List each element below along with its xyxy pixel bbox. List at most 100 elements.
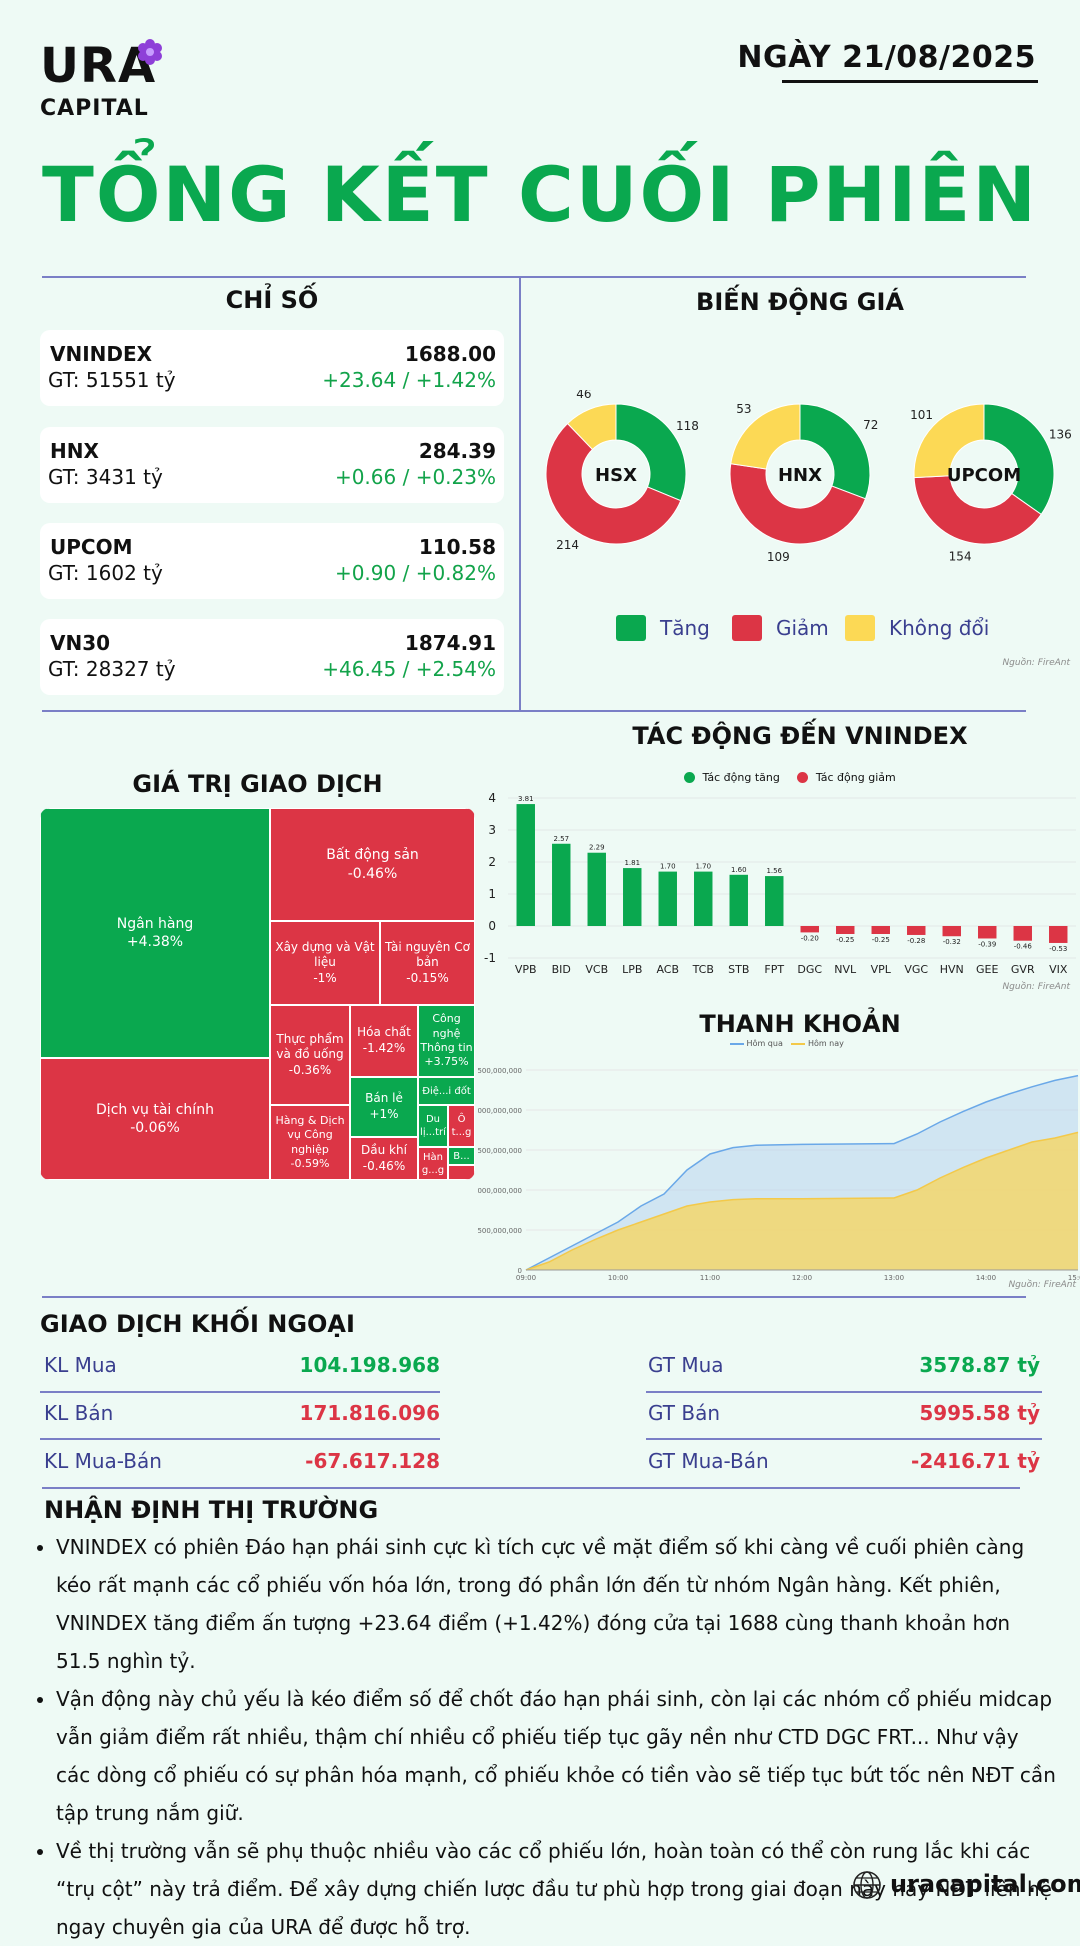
impact-bar: [765, 876, 784, 926]
sector-change: +3.75%: [424, 1055, 469, 1069]
foreign-gt-buy-value: 3578.87 tỷ: [919, 1353, 1040, 1377]
donut-slice: [913, 403, 985, 479]
sector-name: Xây dựng và Vật liệu: [275, 939, 375, 970]
donut-slice-label: 72: [863, 418, 878, 432]
donut-center-label: UPCOM: [947, 465, 1021, 486]
sector-treemap: Ngân hàng +4.38% Dịch vụ tài chính -0.06% …: [40, 808, 475, 1180]
foreign-gt-net-label: GT Mua-Bán: [648, 1449, 769, 1473]
divider-foreign: [42, 1487, 1020, 1489]
indices-title: CHỈ SỐ: [225, 286, 319, 314]
row-divider: [646, 1391, 1042, 1393]
index-value: 284.39: [418, 439, 496, 463]
index-value: 1874.91: [404, 631, 496, 655]
treemap-cell: Điệ...i đốt: [418, 1077, 475, 1105]
liquidity-source: Nguồn: FireAnt: [1008, 1280, 1076, 1290]
treemap-cell: Dịch vụ tài chính -0.06%: [40, 1058, 270, 1180]
y-tick-label: -1: [484, 951, 496, 965]
opinion-item: Vận động này chủ yếu là kéo điểm số để c…: [56, 1680, 1056, 1832]
legend-up: Tăng: [616, 615, 710, 641]
donut-slice-label: 136: [1049, 427, 1072, 441]
row-divider: [40, 1391, 440, 1393]
x-tick-label: VCB: [585, 963, 608, 976]
foreign-kl-buy-value: 104.198.968: [299, 1353, 440, 1377]
impact-bar: [800, 926, 819, 933]
index-name: VN30: [50, 631, 111, 655]
y-tick-label: 2,000,000,000: [478, 1107, 522, 1115]
liquidity-legend: Hôm qua Hôm nay: [730, 1039, 844, 1048]
sector-name: Du lị...trí: [420, 1114, 446, 1138]
x-tick-label: VPB: [515, 963, 537, 976]
donut-slice-label: 214: [556, 538, 579, 552]
legend-dot-down-icon: [797, 771, 809, 783]
foreign-kl-buy-label: KL Mua: [44, 1353, 117, 1377]
legend-dot-up-icon: [684, 771, 695, 783]
x-tick-label: 12:00: [792, 1274, 812, 1282]
brand-sub: CAPITAL: [40, 96, 149, 121]
date-underline: [782, 80, 1038, 83]
legend-line-yesterday-icon: [730, 1042, 744, 1045]
sector-change: -1.42%: [362, 1041, 406, 1055]
x-tick-label: 13:00: [884, 1274, 904, 1282]
y-tick-label: 1,000,000,000: [478, 1187, 522, 1195]
index-trade-value: GT: 1602 tỷ: [48, 561, 163, 585]
sector-change: -1%: [313, 970, 337, 985]
y-tick-label: 1,500,000,000: [478, 1147, 522, 1155]
liquidity-area-chart: 2,500,000,000 2,000,000,000 1,500,000,000 1…: [478, 1067, 1080, 1282]
sector-name: Dịch vụ tài chính: [96, 1101, 214, 1118]
donut-slice: [545, 422, 682, 545]
legend-swatch-flat: [845, 615, 875, 641]
index-card-hnx: HNX GT: 3431 tỷ 284.39 +0.66 / +0.23%: [40, 427, 504, 503]
price-movement-source: Nguồn: FireAnt: [1002, 658, 1070, 668]
index-trade-value: GT: 28327 tỷ: [48, 657, 176, 681]
liquidity-line: [525, 1074, 1079, 1271]
sector-change: -0.59%: [290, 1156, 330, 1170]
foreign-gt-sell-label: GT Bán: [648, 1401, 721, 1425]
x-tick-label: GEE: [976, 963, 998, 976]
opinion-item: VNINDEX có phiên Đáo hạn phái sinh cực k…: [56, 1528, 1056, 1680]
impact-bar-value-label: 1.70: [695, 863, 711, 871]
website-link[interactable]: uracapital.com: [890, 1870, 1080, 1898]
sector-change: +1%: [369, 1107, 399, 1121]
x-tick-label: HVN: [940, 963, 964, 976]
legend-swatch-up: [616, 615, 646, 641]
index-name: HNX: [50, 439, 99, 463]
donut-slice-label: 154: [949, 550, 972, 564]
index-change: +23.64 / +1.42%: [322, 368, 496, 392]
y-tick-label: 1: [488, 887, 496, 901]
impact-bar-value-label: -0.46: [1014, 943, 1033, 951]
index-trade-value: GT: 51551 tỷ: [48, 368, 176, 392]
treemap-cell: B...: [448, 1147, 475, 1165]
sector-change: +4.38%: [126, 934, 184, 950]
foreign-gt-buy-label: GT Mua: [648, 1353, 724, 1377]
index-name: VNINDEX: [50, 342, 153, 366]
y-tick-label: 4: [488, 791, 496, 805]
impact-legend-up: Tác động tăng: [702, 770, 780, 784]
x-tick-label: NVL: [834, 963, 857, 976]
donut-slice: [730, 403, 801, 470]
impact-bar-value-label: -0.39: [978, 940, 996, 948]
index-change: +46.45 / +2.54%: [322, 657, 496, 681]
impact-source: Nguồn: FireAnt: [1002, 982, 1070, 992]
impact-bar: [978, 926, 997, 939]
impact-bar: [1049, 926, 1068, 943]
sector-name: Tài nguyên Cơ bản: [385, 939, 470, 970]
x-tick-label: 09:00: [516, 1274, 536, 1282]
foreign-title: GIAO DỊCH KHỐI NGOẠI: [40, 1310, 355, 1338]
impact-bar: [871, 926, 890, 934]
liquidity-legend-yesterday: Hôm qua: [746, 1039, 783, 1048]
x-tick-label: LPB: [622, 963, 642, 976]
x-tick-label: VGC: [904, 963, 928, 976]
impact-title: TÁC ĐỘNG ĐẾN VNINDEX: [632, 722, 968, 750]
foreign-kl-net-label: KL Mua-Bán: [44, 1449, 162, 1473]
opinion-body: VNINDEX có phiên Đáo hạn phái sinh cực k…: [26, 1528, 1056, 1946]
x-tick-label: BID: [552, 963, 571, 976]
legend-label-up: Tăng: [660, 616, 710, 640]
index-card-vn30: VN30 GT: 28327 tỷ 1874.91 +46.45 / +2.54…: [40, 619, 504, 695]
index-change: +0.90 / +0.82%: [334, 561, 496, 585]
flower-logo-icon: [138, 39, 162, 65]
x-tick-label: STB: [728, 963, 749, 976]
price-movement-title: BIẾN ĐỘNG GIÁ: [696, 288, 904, 316]
divider-top: [42, 276, 1026, 278]
impact-bar: [587, 852, 606, 926]
opinion-title: NHẬN ĐỊNH THỊ TRƯỜNG: [44, 1496, 379, 1524]
